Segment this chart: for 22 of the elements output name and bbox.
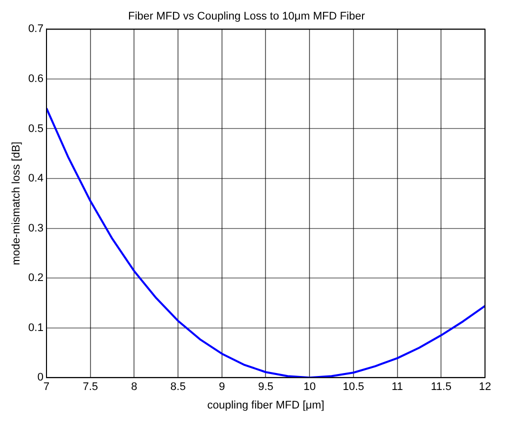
y-tick-label: 0.2 xyxy=(28,272,44,284)
x-tick-label: 8.5 xyxy=(170,381,186,394)
x-axis-title: coupling fiber MFD [μm] xyxy=(207,399,324,412)
y-tick-label: 0.1 xyxy=(28,322,44,334)
x-tick-label: 7 xyxy=(43,381,50,394)
y-tick-label: 0.4 xyxy=(28,172,44,185)
y-tick-label: 0 xyxy=(37,372,44,384)
x-tick-label: 8 xyxy=(131,381,138,394)
x-tick-label: 12 xyxy=(478,381,492,394)
chart-title: Fiber MFD vs Coupling Loss to 10μm MFD Fiber xyxy=(128,10,366,23)
y-tick-label: 0.7 xyxy=(28,23,44,36)
x-tick-label: 10.5 xyxy=(342,381,364,394)
y-tick-label: 0.6 xyxy=(28,73,44,86)
y-tick-label: 0.3 xyxy=(28,222,44,234)
x-tick-label: 9.5 xyxy=(258,381,274,394)
y-axis-title: mode-mismatch loss [dB] xyxy=(10,142,23,266)
x-tick-label: 10 xyxy=(303,381,316,394)
x-tick-label: 11 xyxy=(392,381,404,394)
x-tick-label: 9 xyxy=(218,381,225,394)
y-tick-label: 0.5 xyxy=(28,122,44,135)
x-tick-label: 11.5 xyxy=(430,381,452,394)
x-tick-label: 7.5 xyxy=(82,381,98,394)
